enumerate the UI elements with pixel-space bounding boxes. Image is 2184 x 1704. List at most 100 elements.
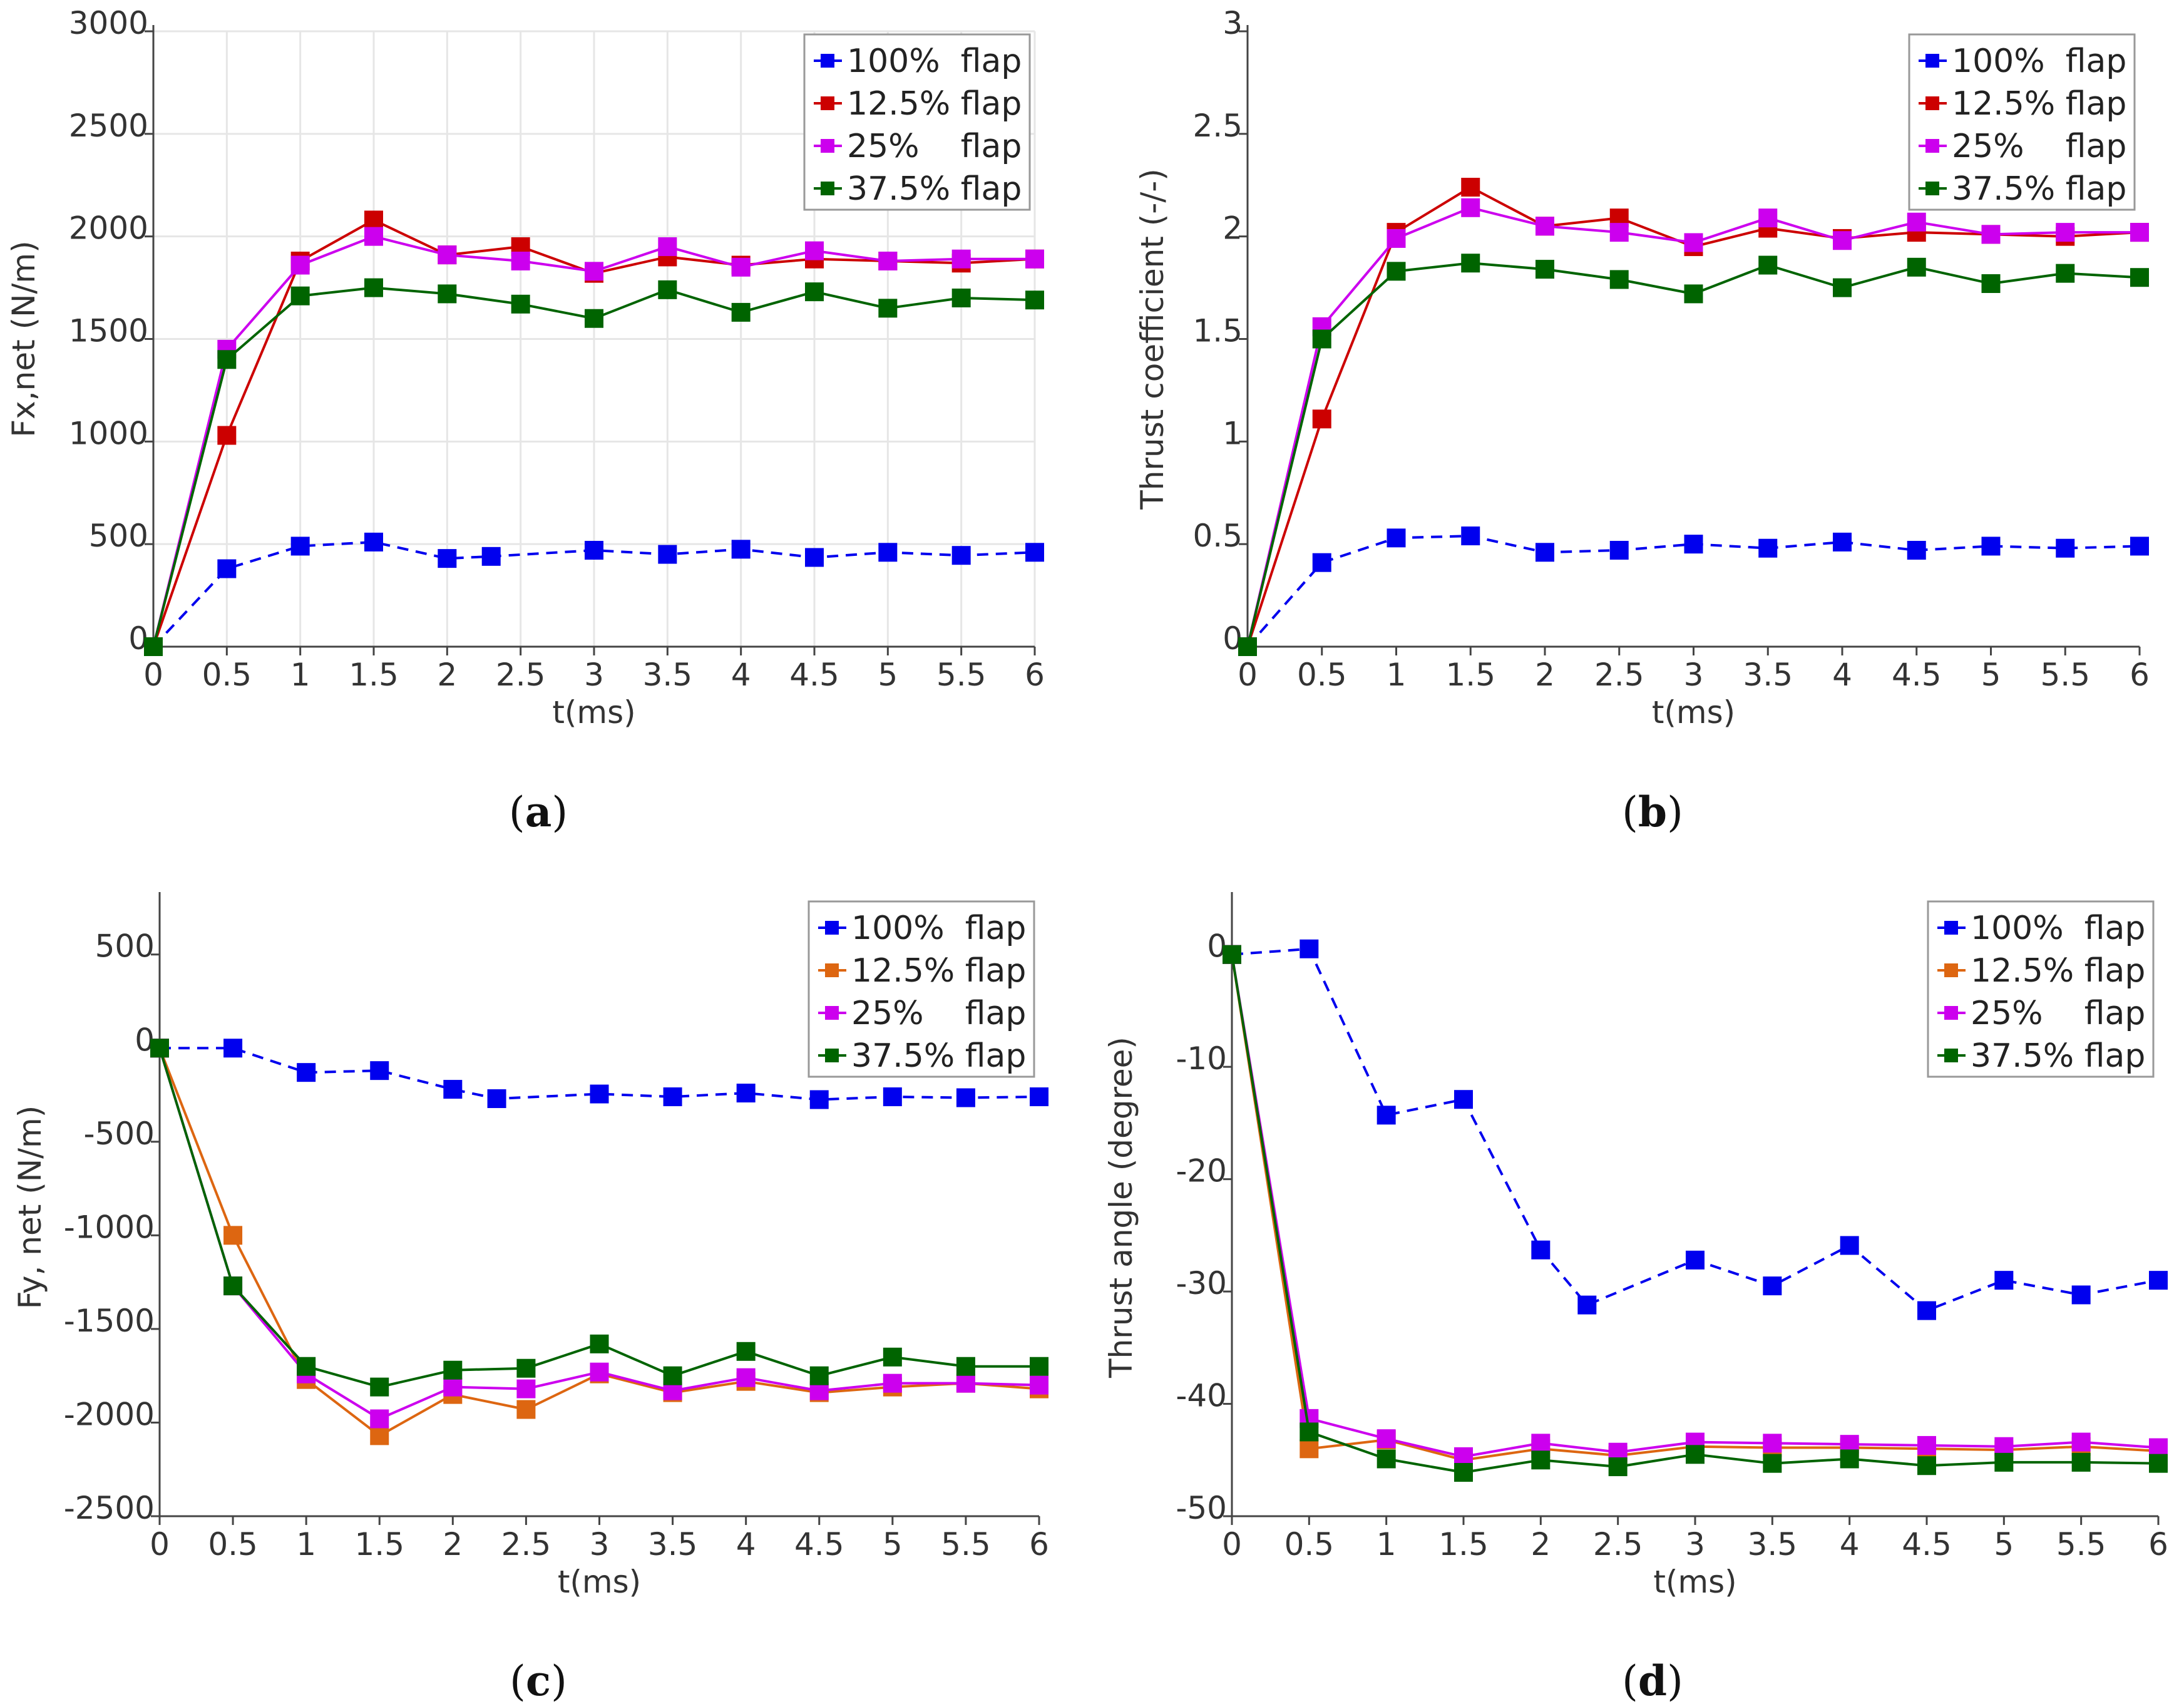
data-point bbox=[590, 1084, 609, 1104]
legend-entry: 12.5% flap bbox=[1971, 952, 2145, 990]
data-point bbox=[1608, 1457, 1628, 1477]
data-point bbox=[1387, 528, 1406, 548]
data-point bbox=[2056, 264, 2075, 283]
legend-swatch-marker bbox=[1944, 1006, 1958, 1020]
chart-panel-d: 0-10-20-30-40-500 0.5 1 1.5 2 2.5 3 3.5 4 4.5 5 5.5… bbox=[1103, 892, 2168, 1704]
legend-swatch-marker bbox=[1944, 1049, 1958, 1062]
data-point bbox=[1300, 939, 1319, 958]
data-point bbox=[1917, 1456, 1936, 1476]
data-point bbox=[956, 1373, 975, 1393]
chart-panel-b: 00.511.522.530 0.5 1 1.5 2 2.5 3 3.5 4 4.5 5 5.5 6t(… bbox=[1134, 5, 2150, 836]
data-point bbox=[1300, 1422, 1319, 1442]
data-point bbox=[1030, 1357, 1048, 1376]
x-tick-label: 4.5 bbox=[1902, 1526, 1952, 1563]
caption-paren-open: ( bbox=[1622, 788, 1638, 836]
x-tick-label: 0.5 bbox=[1284, 1526, 1335, 1563]
data-point bbox=[217, 559, 237, 578]
data-point bbox=[731, 540, 751, 559]
legend: 100% flap 12.5% flap 25% flap 37.5% flap bbox=[803, 33, 1031, 211]
data-point bbox=[1312, 553, 1331, 572]
x-tick-label: 5.5 bbox=[2040, 657, 2090, 693]
x-tick-label: 1.5 bbox=[1438, 1526, 1489, 1563]
x-tick-label: 5.5 bbox=[936, 657, 987, 693]
data-point bbox=[590, 1362, 609, 1382]
x-tick-label: 5 bbox=[878, 657, 898, 693]
y-tick-label: 0.5 bbox=[1192, 518, 1243, 554]
data-point bbox=[956, 1357, 975, 1376]
legend-box bbox=[803, 33, 1031, 211]
data-point bbox=[1981, 274, 2001, 294]
data-point bbox=[1684, 233, 1703, 252]
legend-entry: 12.5% flap bbox=[851, 952, 1026, 990]
x-axis-label: t(ms) bbox=[1653, 1564, 1736, 1600]
data-point bbox=[2056, 538, 2075, 558]
x-tick-label: 4.5 bbox=[1892, 657, 1942, 693]
data-point bbox=[223, 1039, 243, 1058]
data-point bbox=[297, 1357, 316, 1376]
x-tick-label: 1.5 bbox=[349, 657, 399, 693]
legend-entry: 37.5% flap bbox=[847, 170, 1022, 208]
y-tick-label: -30 bbox=[1176, 1265, 1227, 1301]
legend-entry: 37.5% flap bbox=[851, 1037, 1026, 1075]
y-tick-label: 2.5 bbox=[1192, 108, 1243, 144]
y-tick-label: 500 bbox=[95, 928, 155, 965]
data-point bbox=[1758, 208, 1778, 228]
data-point bbox=[663, 1366, 682, 1385]
legend-entry: 100% flap bbox=[1952, 43, 2126, 80]
data-point bbox=[364, 227, 383, 246]
data-point bbox=[516, 1400, 536, 1419]
caption-paren-close: ) bbox=[1667, 788, 1683, 836]
y-tick-label: -1000 bbox=[64, 1209, 155, 1245]
data-point bbox=[1025, 290, 1044, 310]
data-point bbox=[1238, 637, 1257, 656]
data-point bbox=[1994, 1452, 2014, 1472]
data-point bbox=[2130, 536, 2149, 556]
x-tick-label: 1 bbox=[290, 657, 310, 693]
data-point bbox=[217, 426, 237, 445]
data-point bbox=[1387, 262, 1406, 281]
x-tick-label: 5 bbox=[1994, 1526, 2014, 1563]
x-tick-label: 0 bbox=[150, 1526, 170, 1563]
y-tick-label: -2000 bbox=[64, 1396, 155, 1432]
y-axis-label: Fy, net (N/m) bbox=[12, 1106, 48, 1309]
data-point bbox=[1994, 1437, 2014, 1456]
data-point bbox=[585, 262, 603, 281]
y-tick-label: -2500 bbox=[64, 1490, 155, 1526]
legend-entry: 100% flap bbox=[847, 43, 1022, 80]
legend: 100% flap 12.5% flap 25% flap 37.5% flap bbox=[1927, 900, 2155, 1078]
panel-caption: (b) bbox=[1622, 788, 1683, 836]
x-tick-label: 4 bbox=[1840, 1526, 1860, 1563]
y-tick-label: -20 bbox=[1176, 1153, 1227, 1189]
data-point bbox=[1461, 526, 1480, 546]
x-tick-label: 2.5 bbox=[1594, 657, 1644, 693]
legend-swatch-marker bbox=[1925, 139, 1939, 153]
data-point bbox=[809, 1366, 829, 1385]
y-tick-label: 1000 bbox=[69, 415, 148, 451]
data-point bbox=[1461, 178, 1480, 197]
data-point bbox=[364, 210, 383, 230]
data-point bbox=[1840, 1236, 1859, 1255]
data-point bbox=[1377, 1429, 1396, 1449]
data-point bbox=[590, 1334, 609, 1353]
data-point bbox=[2056, 223, 2075, 242]
data-point bbox=[1684, 535, 1703, 554]
data-point bbox=[1377, 1449, 1396, 1469]
x-tick-label: 1 bbox=[1387, 657, 1407, 693]
x-tick-label: 3.5 bbox=[1743, 657, 1793, 693]
x-tick-label: 3 bbox=[1684, 657, 1704, 693]
data-point bbox=[883, 1347, 902, 1367]
data-point bbox=[1686, 1250, 1705, 1270]
x-tick-label: 3 bbox=[584, 657, 604, 693]
x-tick-label: 4 bbox=[1832, 657, 1852, 693]
legend-entry: 37.5% flap bbox=[1952, 170, 2126, 208]
data-point bbox=[1454, 1090, 1473, 1109]
y-tick-label: 3 bbox=[1223, 5, 1243, 41]
caption-paren-open: ( bbox=[1622, 1657, 1638, 1704]
panel-caption: (a) bbox=[509, 788, 568, 836]
data-point bbox=[2071, 1452, 2091, 1472]
x-tick-label: 0.5 bbox=[208, 1526, 258, 1563]
panel-caption: (d) bbox=[1622, 1656, 1683, 1704]
data-point bbox=[223, 1226, 243, 1245]
data-point bbox=[290, 536, 310, 556]
